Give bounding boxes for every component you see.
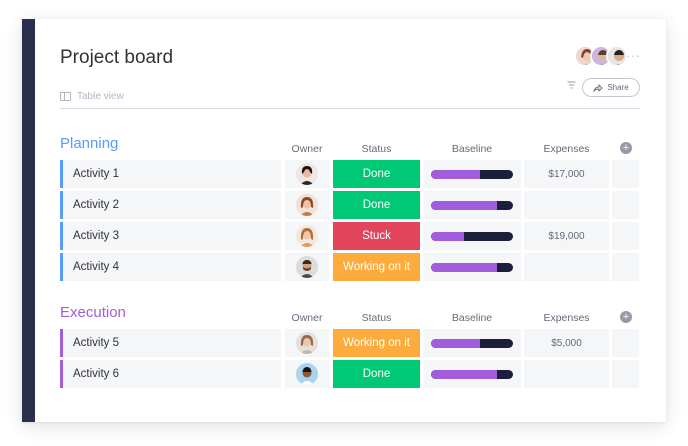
- owner-cell[interactable]: [285, 222, 329, 250]
- status-label[interactable]: Done: [333, 160, 420, 188]
- item-name[interactable]: Activity 1: [60, 160, 281, 188]
- member-avatar[interactable]: [606, 45, 628, 67]
- owner-avatar: [296, 194, 318, 216]
- status-label[interactable]: Done: [333, 360, 420, 388]
- share-button[interactable]: Share: [582, 78, 640, 97]
- status-label[interactable]: Working on it: [333, 253, 420, 281]
- baseline-fill: [431, 231, 464, 241]
- owner-cell[interactable]: [285, 160, 329, 188]
- page-title: Project board: [60, 47, 174, 68]
- expenses-cell[interactable]: [524, 360, 609, 388]
- owner-avatar: [296, 332, 318, 354]
- baseline-bar: [431, 338, 513, 348]
- owner-avatar: [296, 256, 318, 278]
- baseline-fill: [431, 369, 498, 379]
- baseline-bar: [431, 369, 513, 379]
- table-view-label: Table view: [77, 91, 124, 102]
- expenses-cell[interactable]: $17,000: [524, 160, 609, 188]
- baseline-bar: [431, 231, 513, 241]
- add-column-button[interactable]: +: [620, 311, 632, 323]
- status-label[interactable]: Done: [333, 191, 420, 219]
- owner-avatar: [296, 163, 318, 185]
- filter-icon[interactable]: [567, 81, 576, 89]
- baseline-cell[interactable]: [423, 191, 521, 219]
- baseline-fill: [431, 338, 481, 348]
- table-icon: [60, 92, 71, 101]
- status-label[interactable]: Stuck: [333, 222, 420, 250]
- empty-cell: [612, 253, 639, 281]
- expenses-cell[interactable]: $5,000: [524, 329, 609, 357]
- column-header-expenses: Expenses: [543, 312, 590, 324]
- project-board-card: Project board ··· Table view Share Plann…: [22, 19, 666, 422]
- item-name[interactable]: Activity 2: [60, 191, 281, 219]
- owner-cell[interactable]: [285, 253, 329, 281]
- empty-cell: [612, 360, 639, 388]
- baseline-bar: [431, 169, 513, 179]
- expenses-cell[interactable]: [524, 253, 609, 281]
- baseline-cell[interactable]: [423, 160, 521, 188]
- baseline-cell[interactable]: [423, 253, 521, 281]
- empty-cell: [612, 222, 639, 250]
- member-avatar[interactable]: [590, 45, 612, 67]
- item-name[interactable]: Activity 5: [60, 329, 281, 357]
- item-name[interactable]: Activity 6: [60, 360, 281, 388]
- empty-cell: [612, 191, 639, 219]
- owner-cell[interactable]: [285, 329, 329, 357]
- share-icon: [593, 83, 603, 92]
- empty-cell: [612, 329, 639, 357]
- baseline-cell[interactable]: [423, 360, 521, 388]
- board-members[interactable]: [574, 45, 628, 67]
- owner-avatar: [296, 225, 318, 247]
- owner-cell[interactable]: [285, 360, 329, 388]
- left-nav-strip: [22, 19, 35, 422]
- group-title-planning[interactable]: Planning: [60, 135, 119, 152]
- baseline-cell[interactable]: [423, 329, 521, 357]
- expenses-cell[interactable]: [524, 191, 609, 219]
- more-options-icon[interactable]: ···: [626, 47, 640, 63]
- baseline-bar: [431, 262, 513, 272]
- column-header-owner: Owner: [291, 312, 323, 324]
- group-title-execution[interactable]: Execution: [60, 304, 126, 321]
- column-header-expenses: Expenses: [543, 143, 590, 155]
- share-label: Share: [607, 83, 629, 92]
- baseline-fill: [431, 262, 498, 272]
- item-name[interactable]: Activity 3: [60, 222, 281, 250]
- empty-cell: [612, 160, 639, 188]
- status-label[interactable]: Working on it: [333, 329, 420, 357]
- column-header-status: Status: [361, 312, 392, 324]
- column-header-baseline: Baseline: [451, 143, 493, 155]
- expenses-cell[interactable]: $19,000: [524, 222, 609, 250]
- column-header-owner: Owner: [291, 143, 323, 155]
- header-divider: [60, 108, 640, 109]
- baseline-cell[interactable]: [423, 222, 521, 250]
- baseline-fill: [431, 200, 498, 210]
- owner-cell[interactable]: [285, 191, 329, 219]
- column-header-status: Status: [361, 143, 392, 155]
- owner-avatar: [296, 363, 318, 385]
- add-column-button[interactable]: +: [620, 142, 632, 154]
- table-view-tab[interactable]: Table view: [60, 91, 124, 102]
- item-name[interactable]: Activity 4: [60, 253, 281, 281]
- baseline-bar: [431, 200, 513, 210]
- baseline-fill: [431, 169, 481, 179]
- column-header-baseline: Baseline: [451, 312, 493, 324]
